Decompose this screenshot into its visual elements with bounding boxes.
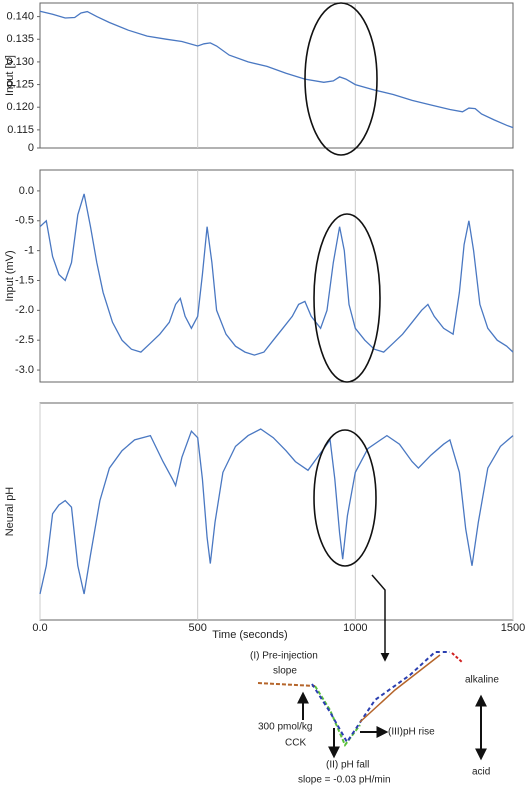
inset-label: CCK (285, 738, 306, 749)
y-axis-label: Input [V] (4, 55, 16, 96)
x-tick-label: 1500 (501, 622, 525, 634)
x-tick-label: 500 (188, 622, 206, 634)
y-tick-label: 0 (28, 142, 34, 154)
y-tick-label: -0.5 (15, 215, 34, 227)
x-axis-label: Time (seconds) (212, 629, 287, 641)
inset-curve (314, 685, 361, 747)
plot-area (39, 402, 514, 621)
x-tick-label: 1000 (343, 622, 367, 634)
plot-area (39, 169, 514, 383)
y-axis-label: Input (mV) (4, 250, 16, 301)
connector-arrow (371, 574, 390, 662)
inset-label: 300 pmol/kg (258, 722, 312, 733)
y-tick-label: 0.115 (7, 124, 34, 136)
data-line (39, 428, 514, 595)
inset-label: acid (472, 767, 490, 778)
y-tick-label: 0.0 (19, 185, 34, 197)
inset-curve (257, 682, 316, 687)
y-tick-label: -1.5 (15, 274, 34, 286)
inset-label: slope (273, 666, 297, 677)
inset-curve (451, 652, 463, 663)
y-tick-label: 0.120 (6, 101, 34, 113)
inset-label: (III)pH rise (388, 727, 435, 738)
y-tick-label: -2.5 (15, 334, 34, 346)
y-tick-label: -1 (24, 245, 34, 257)
x-tick-label: 0.0 (32, 622, 47, 634)
plot-area (39, 2, 514, 149)
y-tick-label: -2.0 (15, 304, 34, 316)
highlight-ellipse (313, 429, 377, 567)
data-line (39, 10, 514, 129)
inset-label: (I) Pre-injection (250, 651, 318, 662)
inset: (I) Pre-injection slope 300 pmol/kg CCK … (250, 651, 499, 786)
data-line (39, 193, 514, 356)
y-tick-label: 0.125 (6, 78, 34, 90)
y-tick-label: 0.135 (6, 33, 34, 45)
inset-label: (II) pH fall (326, 760, 369, 771)
y-tick-label: 0.130 (6, 56, 34, 68)
highlight-ellipse (313, 213, 381, 383)
highlight-ellipse (304, 2, 378, 156)
y-tick-label: -3.0 (15, 364, 34, 376)
inset-curve (359, 654, 441, 723)
plots: 0.140 0.135 0.130 0.125 0.120 0.115 0 Input [V]… (4, 2, 525, 641)
inset-label: alkaline (465, 675, 499, 686)
y-tick-label: 0.140 (6, 11, 34, 23)
y-axis-label: Neural pH (4, 487, 16, 537)
inset-label: slope = -0.03 pH/min (298, 775, 391, 786)
